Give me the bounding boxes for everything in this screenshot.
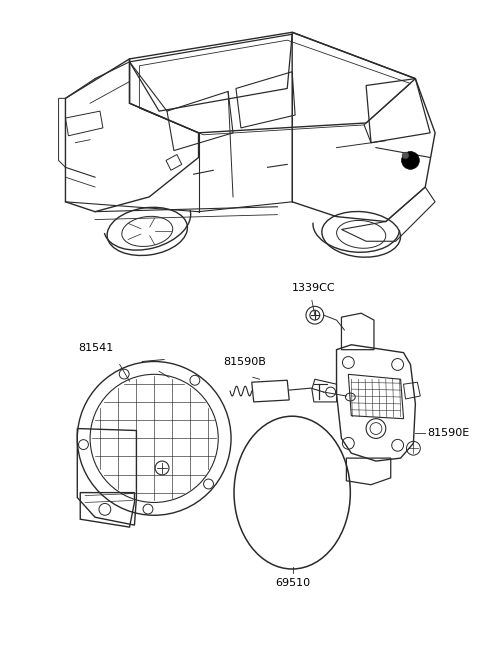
Text: 1339CC: 1339CC xyxy=(292,284,336,293)
Text: 81590B: 81590B xyxy=(223,358,266,367)
Ellipse shape xyxy=(402,152,409,159)
Text: 69510: 69510 xyxy=(276,578,311,588)
Ellipse shape xyxy=(402,151,420,169)
Text: 81541: 81541 xyxy=(78,343,114,352)
Text: 81590E: 81590E xyxy=(427,428,469,438)
